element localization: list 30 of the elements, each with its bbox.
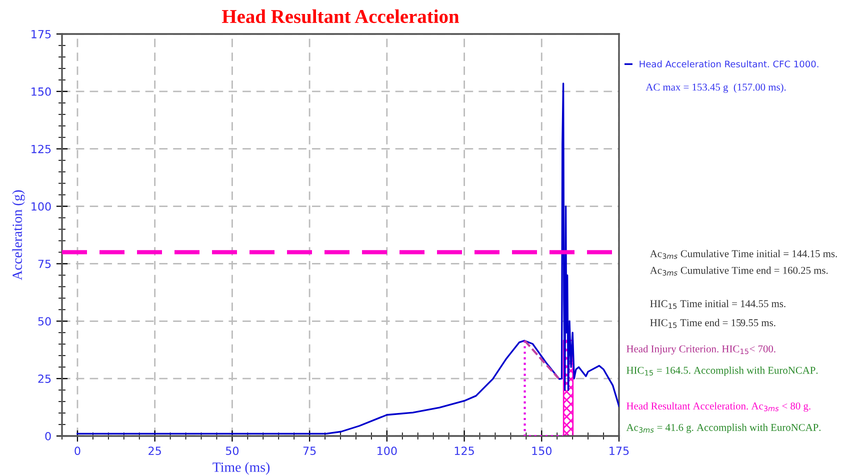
x-axis-title: Time (ms) <box>212 462 270 475</box>
x-tick-label: 25 <box>148 446 161 456</box>
y-tick-label: 175 <box>32 30 51 38</box>
text: HIC$_{15}$ Time initial = 144.55 ms. <box>650 300 786 309</box>
y-tick-label: 50 <box>38 317 51 326</box>
text: Head Injury Criterion. HIC$_{15}$< 700. <box>626 345 776 355</box>
y-tick-label: 75 <box>38 260 51 268</box>
x-tick-label: 100 <box>378 446 397 456</box>
legend-label: Head Acceleration Resultant. CFC 1000. <box>640 60 818 68</box>
text: Ac$_{3ms}$ Cumulative Time initial = 144.15 ms. <box>650 250 837 259</box>
text: Head Resultant Acceleration. Ac$_{3ms}$ < 80 g. <box>626 402 810 412</box>
line-series <box>76 82 619 435</box>
y-tick-label: 25 <box>38 374 51 383</box>
text: Ac$_{3ms}$ = 41.6 g. Accomplish with EuroNCAP. <box>626 424 821 434</box>
x-tick-label: 75 <box>303 446 316 456</box>
y-tick-label: 100 <box>32 202 51 211</box>
y-tick-label: 125 <box>32 144 51 154</box>
chart-title: Head Resultant Acceleration <box>222 9 460 24</box>
x-tick-label: 150 <box>532 446 552 456</box>
text: Ac$_{3ms}$ Cumulative Time end = 160.25 ms. <box>650 266 828 276</box>
y-tick-label: 0 <box>45 432 51 440</box>
x-tick-label: 0 <box>74 446 80 456</box>
y-axis-title: Acceleration (g) <box>12 190 25 280</box>
x-tick-label: 125 <box>454 446 474 456</box>
text: AC max = 153.45 g (157.00 ms). <box>646 83 786 93</box>
x-tick-label: 50 <box>226 446 239 456</box>
text: HIC$_{15}$ = 164.5. Accomplish with EuroNCAP. <box>626 366 818 376</box>
y-tick-label: 150 <box>32 87 51 96</box>
text: HIC$_{15}$ Time end = 159.55 ms. <box>650 318 776 328</box>
x-tick-label: 175 <box>610 446 629 456</box>
